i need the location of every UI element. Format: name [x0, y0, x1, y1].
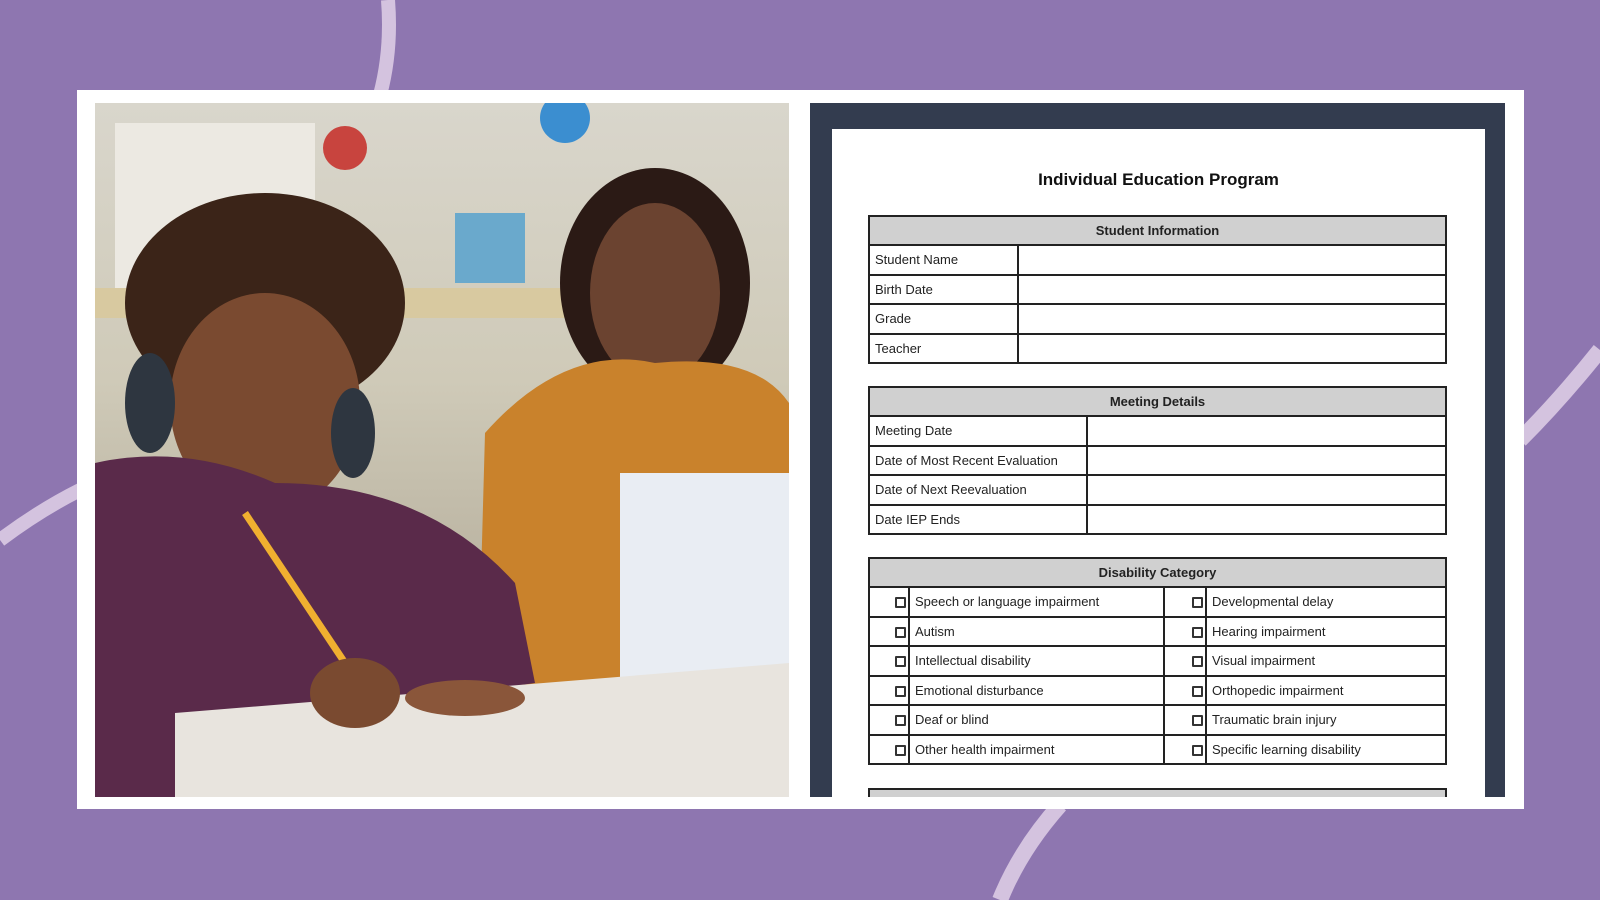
disability-category-table: Disability Category Speech or language i… [868, 557, 1447, 765]
document-preview-panel: Individual Education Program Student Inf… [810, 103, 1505, 797]
category-label: Hearing impairment [1205, 615, 1447, 647]
photo-illustration [95, 103, 789, 797]
table-row: Date of Most Recent Evaluation [868, 444, 1447, 476]
checkbox[interactable] [1192, 656, 1203, 668]
table-row: Speech or language impairment Development… [868, 586, 1447, 618]
checkbox[interactable] [895, 744, 906, 756]
table-row: Date of Next Reevaluation [868, 474, 1447, 506]
field-value[interactable] [1086, 474, 1447, 506]
checkbox-cell [868, 704, 910, 736]
field-value[interactable] [1086, 415, 1447, 447]
document-title: Individual Education Program [1038, 170, 1279, 189]
checkbox-cell [868, 674, 910, 706]
document-page: Individual Education Program Student Inf… [832, 129, 1485, 797]
field-label: Date of Most Recent Evaluation [868, 444, 1088, 476]
checkbox[interactable] [895, 597, 906, 609]
table-row: Date IEP Ends [868, 503, 1447, 535]
category-label: Emotional disturbance [908, 674, 1165, 706]
table-row: Student Name [868, 244, 1447, 276]
category-label: Deaf or blind [908, 704, 1165, 736]
field-label: Date of Next Reevaluation [868, 474, 1088, 506]
table-header: Disability Category [868, 557, 1447, 588]
category-label: Orthopedic impairment [1205, 674, 1447, 706]
field-label: Student Name [868, 244, 1019, 276]
category-label: Autism [908, 615, 1165, 647]
meeting-details-table: Meeting Details Meeting Date Date of Mos… [868, 386, 1447, 535]
checkbox[interactable] [895, 715, 906, 727]
category-label: Intellectual disability [908, 645, 1165, 677]
field-value[interactable] [1017, 273, 1447, 305]
checkbox[interactable] [1192, 597, 1203, 609]
category-label: Other health impairment [908, 733, 1165, 765]
checkbox-cell [1163, 704, 1207, 736]
student-information-table: Student Information Student Name Birth D… [868, 215, 1447, 364]
checkbox[interactable] [895, 656, 906, 668]
field-value[interactable] [1086, 503, 1447, 535]
field-value[interactable] [1086, 444, 1447, 476]
table-row: Intellectual disability Visual impairment [868, 645, 1447, 677]
checkbox-cell [1163, 674, 1207, 706]
field-value[interactable] [1017, 244, 1447, 276]
field-label: Grade [868, 303, 1019, 335]
checkbox[interactable] [1192, 685, 1203, 697]
category-label: Speech or language impairment [908, 586, 1165, 618]
checkbox[interactable] [1192, 715, 1203, 727]
category-label: Visual impairment [1205, 645, 1447, 677]
category-label: Traumatic brain injury [1205, 704, 1447, 736]
checkbox-cell [868, 733, 910, 765]
category-label: Developmental delay [1205, 586, 1447, 618]
table-header [868, 788, 1447, 797]
field-label: Date IEP Ends [868, 503, 1088, 535]
checkbox-cell [868, 586, 910, 618]
table-row: Deaf or blind Traumatic brain injury [868, 704, 1447, 736]
checkbox[interactable] [895, 685, 906, 697]
field-label: Birth Date [868, 273, 1019, 305]
checkbox-cell [868, 645, 910, 677]
table-row: Other health impairment Specific learning… [868, 733, 1447, 765]
checkbox[interactable] [895, 626, 906, 638]
table-header: Student Information [868, 215, 1447, 246]
checkbox[interactable] [1192, 626, 1203, 638]
table-header: Meeting Details [868, 386, 1447, 417]
category-label: Specific learning disability [1205, 733, 1447, 765]
table-row: Emotional disturbance Orthopedic impairme… [868, 674, 1447, 706]
field-label: Teacher [868, 332, 1019, 364]
checkbox-cell [1163, 586, 1207, 618]
field-value[interactable] [1017, 303, 1447, 335]
checkbox[interactable] [1192, 744, 1203, 756]
table-row: Teacher [868, 332, 1447, 364]
photo-teacher-and-student [95, 103, 789, 797]
next-section-table [868, 788, 1447, 797]
checkbox-cell [1163, 733, 1207, 765]
checkbox-cell [1163, 615, 1207, 647]
checkbox-cell [868, 615, 910, 647]
table-row: Meeting Date [868, 415, 1447, 447]
field-label: Meeting Date [868, 415, 1088, 447]
field-value[interactable] [1017, 332, 1447, 364]
table-row: Autism Hearing impairment [868, 615, 1447, 647]
table-row: Birth Date [868, 273, 1447, 305]
checkbox-cell [1163, 645, 1207, 677]
table-row: Grade [868, 303, 1447, 335]
